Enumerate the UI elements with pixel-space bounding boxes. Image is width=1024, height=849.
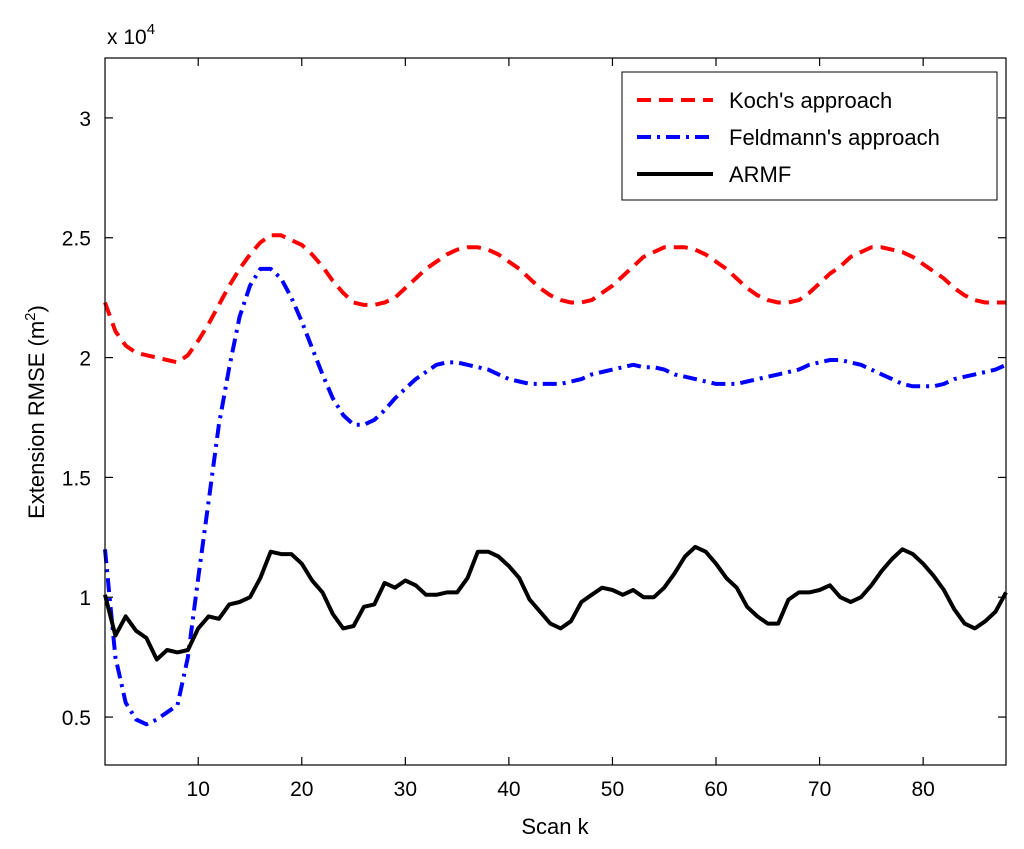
y-axis-label-superscript: 2 — [22, 312, 39, 320]
y-tick-label: 0.5 — [62, 707, 91, 730]
series-line-armf — [103, 544, 1008, 662]
y-multiplier-base: x 10 — [107, 26, 147, 49]
y-axis-label-main: Extension RMSE (m — [24, 321, 49, 519]
y-axis-label: Extension RMSE (m2) — [22, 305, 49, 519]
y-multiplier-exponent: 4 — [147, 21, 155, 38]
ticks-layer — [105, 58, 1006, 765]
x-axis-label: Scan k — [521, 814, 589, 839]
series-layer — [103, 233, 1008, 727]
y-tick-label: 2.5 — [62, 228, 91, 251]
y-tick-label: 2 — [79, 348, 91, 371]
series-line-feldmann — [103, 266, 1007, 727]
x-tick-label: 70 — [808, 778, 831, 801]
plot-frame — [104, 57, 1007, 766]
y-tick-label: 1.5 — [62, 467, 91, 490]
legend-box — [621, 71, 998, 201]
legend-label-koch: Koch's approach — [729, 88, 892, 113]
tick-labels-layer: 10 20 30 40 50 60 70 80 0.5 1 1.5 2 2.5 3 — [62, 108, 935, 801]
y-axis-label-close: ) — [24, 305, 49, 312]
legend-label-feldmann: Feldmann's approach — [729, 125, 940, 150]
x-tick-label: 30 — [394, 778, 417, 801]
x-tick-label: 60 — [704, 778, 727, 801]
x-tick-label: 50 — [601, 778, 624, 801]
y-tick-label: 3 — [79, 108, 91, 131]
legend-label-armf: ARMF — [729, 162, 791, 187]
y-tick-label: 1 — [79, 587, 91, 610]
series-line-koch — [103, 233, 1006, 365]
legend: Koch's approach Feldmann's approach ARMF — [621, 71, 998, 201]
x-tick-label: 20 — [290, 778, 313, 801]
y-multiplier-label: x 104 — [107, 21, 155, 49]
x-tick-label: 40 — [497, 778, 520, 801]
x-tick-label: 10 — [187, 778, 210, 801]
x-tick-label: 80 — [911, 778, 934, 801]
